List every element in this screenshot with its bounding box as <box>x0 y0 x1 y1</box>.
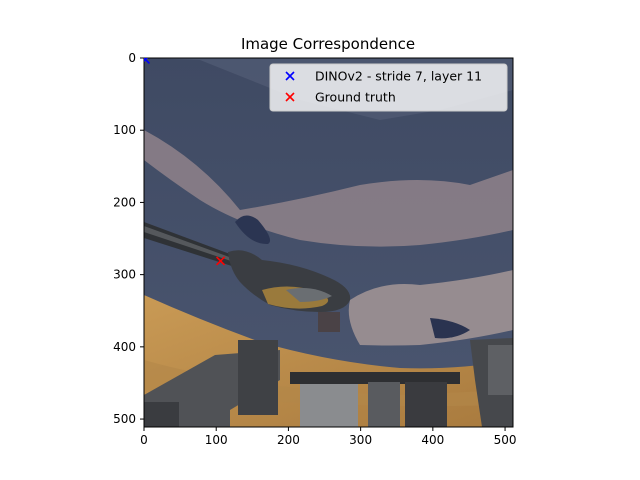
y-tick-label: 100 <box>113 123 136 137</box>
y-tick-label: 200 <box>113 195 136 209</box>
background-image <box>144 58 513 427</box>
legend: DINOv2 - stride 7, layer 11 Ground truth <box>269 63 508 112</box>
x-tick-label: 0 <box>140 433 148 447</box>
x-tick-label: 300 <box>349 433 372 447</box>
legend-marker-1 <box>285 92 295 102</box>
y-tick-label: 300 <box>113 268 136 282</box>
y-tick-label: 0 <box>128 51 136 65</box>
series-1-point <box>215 256 226 266</box>
x-tick-label: 100 <box>205 433 228 447</box>
legend-label-0: DINOv2 - stride 7, layer 11 <box>315 69 482 84</box>
x-axis: 0 100 200 300 400 500 <box>140 427 517 447</box>
y-tick-label: 400 <box>113 340 136 354</box>
plot-frame <box>143 57 514 428</box>
series-0-point <box>144 58 151 65</box>
x-tick-label: 400 <box>421 433 444 447</box>
x-tick-label: 500 <box>494 433 517 447</box>
series-points <box>144 58 226 266</box>
legend-marker-0 <box>285 71 295 81</box>
x-tick-label: 200 <box>277 433 300 447</box>
legend-box <box>269 63 508 112</box>
legend-label-1: Ground truth <box>315 90 396 105</box>
y-tick-label: 500 <box>113 412 136 426</box>
y-axis: 0 100 200 300 400 500 <box>113 51 144 426</box>
chart-title: Image Correspondence <box>241 35 415 53</box>
